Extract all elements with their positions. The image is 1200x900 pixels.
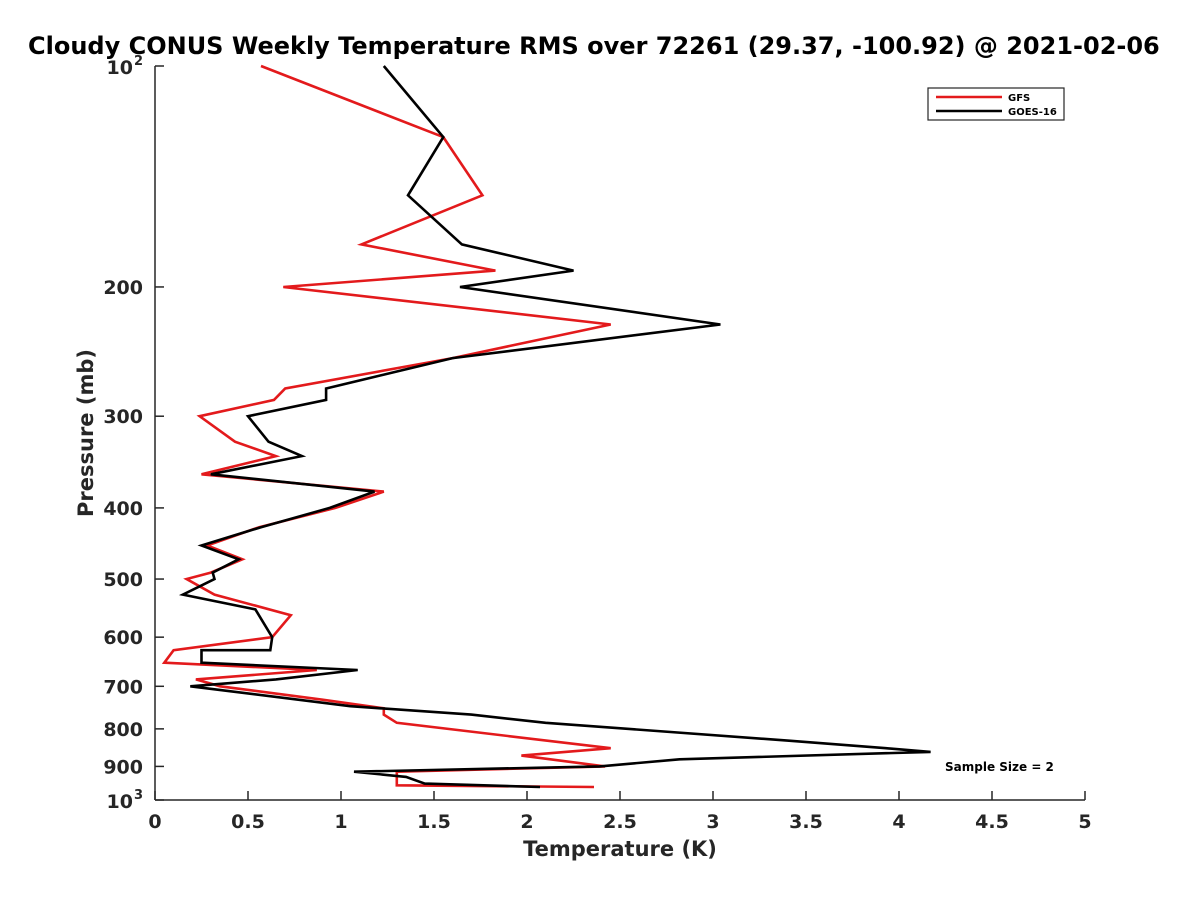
- series-line-gfs: [161, 64, 611, 789]
- x-axis: 0 0.5 1 1.5 2 2.5 3 3.5 4 4.5 5: [148, 791, 1092, 833]
- sample-size-annotation: Sample Size = 2: [945, 760, 1054, 774]
- x-tick-label: 5: [1078, 811, 1091, 833]
- x-tick-label: 2: [520, 811, 533, 833]
- y-tick-label: 900: [103, 756, 143, 778]
- plot-area: [161, 64, 931, 789]
- y-tick-label: 800: [103, 719, 143, 741]
- y-tick-label: 200: [103, 277, 143, 299]
- x-tick-label: 4.5: [975, 811, 1009, 833]
- x-tick-label: 3: [706, 811, 719, 833]
- x-tick-label: 0.5: [231, 811, 265, 833]
- legend-label-goes-16: GOES-16: [1008, 107, 1057, 118]
- y-tick-label: 500: [103, 569, 143, 591]
- legend: GFS GOES-16: [927, 87, 1065, 121]
- y-tick-label: 700: [103, 676, 143, 698]
- y-tick-exponent: 2: [134, 54, 143, 69]
- y-tick-label: 10: [107, 791, 133, 813]
- x-tick-label: 1: [334, 811, 347, 833]
- y-tick-label: 10: [107, 57, 133, 79]
- y-tick-label: 300: [103, 406, 143, 428]
- x-axis-label: Temperature (K): [523, 837, 717, 861]
- chart-title: Cloudy CONUS Weekly Temperature RMS over…: [28, 32, 1160, 60]
- x-tick-label: 2.5: [603, 811, 637, 833]
- y-tick-label: 600: [103, 627, 143, 649]
- x-tick-label: 3.5: [789, 811, 823, 833]
- x-tick-label: 4: [892, 811, 905, 833]
- y-tick-exponent: 3: [134, 788, 143, 803]
- x-tick-label: 1.5: [417, 811, 451, 833]
- legend-label-gfs: GFS: [1008, 93, 1030, 104]
- y-axis-label: Pressure (mb): [74, 349, 98, 517]
- legend-box: [927, 87, 1065, 121]
- y-tick-label: 400: [103, 498, 143, 520]
- series-line-goes-16: [178, 65, 931, 789]
- x-tick-label: 0: [148, 811, 161, 833]
